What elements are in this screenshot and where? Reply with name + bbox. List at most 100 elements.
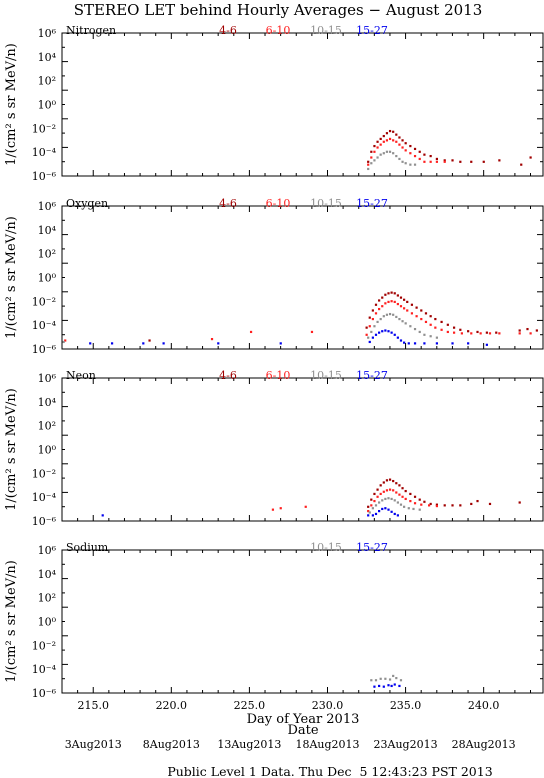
legend-entry: 6-10 xyxy=(266,197,291,210)
data-point xyxy=(443,159,446,162)
data-point xyxy=(459,160,462,163)
data-point xyxy=(365,333,368,336)
y-tick-label: 10⁰ xyxy=(38,444,57,457)
data-point xyxy=(371,507,374,510)
data-point xyxy=(451,504,454,507)
data-point xyxy=(392,479,395,483)
data-point xyxy=(393,292,396,295)
chart-title: STEREO LET behind Hourly Averages − Augu… xyxy=(74,1,483,19)
data-point xyxy=(398,484,401,487)
data-point xyxy=(367,505,370,508)
y-tick-label: 10⁰ xyxy=(38,616,57,629)
data-point xyxy=(381,330,384,333)
data-point xyxy=(399,296,403,299)
data-point xyxy=(435,504,439,508)
data-point xyxy=(403,505,406,508)
data-point xyxy=(446,323,449,326)
data-point xyxy=(396,302,399,306)
panel-nitrogen: 10⁶ 10⁴ 10² 10⁰ 10⁻² 10⁻⁴ 10⁻⁶ 1/(cm² s sr MeV/… xyxy=(4,24,544,183)
data-point xyxy=(398,684,401,688)
data-point xyxy=(378,509,381,513)
date-tick-label: 13Aug2013 xyxy=(217,738,281,751)
data-point xyxy=(392,313,395,316)
data-point xyxy=(390,684,393,688)
data-point xyxy=(403,307,406,310)
data-point xyxy=(310,330,314,334)
data-point xyxy=(387,300,390,304)
data-point xyxy=(374,504,378,507)
data-point xyxy=(382,152,385,155)
data-point xyxy=(110,342,114,345)
data-point xyxy=(526,327,529,331)
data-point xyxy=(396,336,399,339)
data-point xyxy=(379,143,382,146)
data-point xyxy=(373,159,376,162)
data-point xyxy=(401,139,404,142)
data-point xyxy=(518,501,521,504)
data-point xyxy=(418,157,421,161)
data-point xyxy=(396,294,399,297)
data-point xyxy=(429,502,432,506)
data-point xyxy=(390,331,393,334)
y-tick-label: 10⁻² xyxy=(32,639,56,652)
y-tick-label: 10⁻² xyxy=(32,122,56,135)
y-tick-label: 10² xyxy=(38,75,56,88)
y-axis-label: 1/(cm² s sr MeV/n) xyxy=(4,43,19,166)
data-point xyxy=(101,514,104,517)
data-point xyxy=(395,133,398,136)
data-point xyxy=(420,317,423,321)
data-point xyxy=(378,307,381,311)
data-point xyxy=(498,332,501,335)
data-point xyxy=(388,129,392,133)
legend-entry: 10-15 xyxy=(310,369,342,382)
data-point xyxy=(379,317,382,321)
data-point xyxy=(398,493,401,496)
data-point xyxy=(420,503,423,506)
data-point xyxy=(413,342,417,345)
legend-entry: 6-10 xyxy=(266,24,291,37)
data-point xyxy=(452,331,456,334)
data-point xyxy=(382,685,385,688)
legend-entry: 15-27 xyxy=(356,24,388,37)
data-point xyxy=(393,499,396,502)
x-tick-label: 230.0 xyxy=(312,699,344,712)
data-point xyxy=(390,497,393,501)
series-10-15 xyxy=(367,150,417,171)
panel-sodium: 10⁶ 10⁴ 10² 10⁰ 10⁻² 10⁻⁴ 10⁻⁶ 1/(cm² s sr MeV/… xyxy=(4,541,544,700)
data-point xyxy=(384,677,387,680)
data-point xyxy=(403,341,406,344)
data-point xyxy=(407,507,410,510)
data-point xyxy=(399,305,403,308)
data-point xyxy=(404,142,407,145)
data-point xyxy=(495,331,498,334)
data-point xyxy=(443,160,446,163)
data-point xyxy=(385,132,389,135)
data-point xyxy=(413,163,417,166)
data-point xyxy=(392,139,395,142)
data-point xyxy=(401,487,404,490)
date-label: Date xyxy=(287,723,318,738)
data-point xyxy=(370,162,373,165)
data-point xyxy=(64,339,67,342)
data-point xyxy=(423,333,426,336)
footer-text: Public Level 1 Data. Thu Dec 5 12:43:23 … xyxy=(167,764,492,778)
data-point xyxy=(89,342,92,345)
data-point xyxy=(459,328,462,331)
data-point xyxy=(434,317,437,321)
data-point xyxy=(368,325,371,328)
data-point xyxy=(520,163,523,166)
panel-frame xyxy=(61,32,544,177)
series-15-27 xyxy=(373,683,401,688)
data-point xyxy=(470,332,473,335)
data-point xyxy=(529,332,532,335)
element-label: Neon xyxy=(66,369,96,382)
data-point xyxy=(379,153,382,156)
data-point xyxy=(378,299,381,302)
data-point xyxy=(392,152,395,155)
data-point xyxy=(482,160,485,163)
data-point xyxy=(374,303,378,306)
y-tick-label: 10⁻⁶ xyxy=(32,170,57,183)
data-point xyxy=(385,150,389,153)
data-point xyxy=(370,498,373,501)
data-point xyxy=(271,508,275,511)
